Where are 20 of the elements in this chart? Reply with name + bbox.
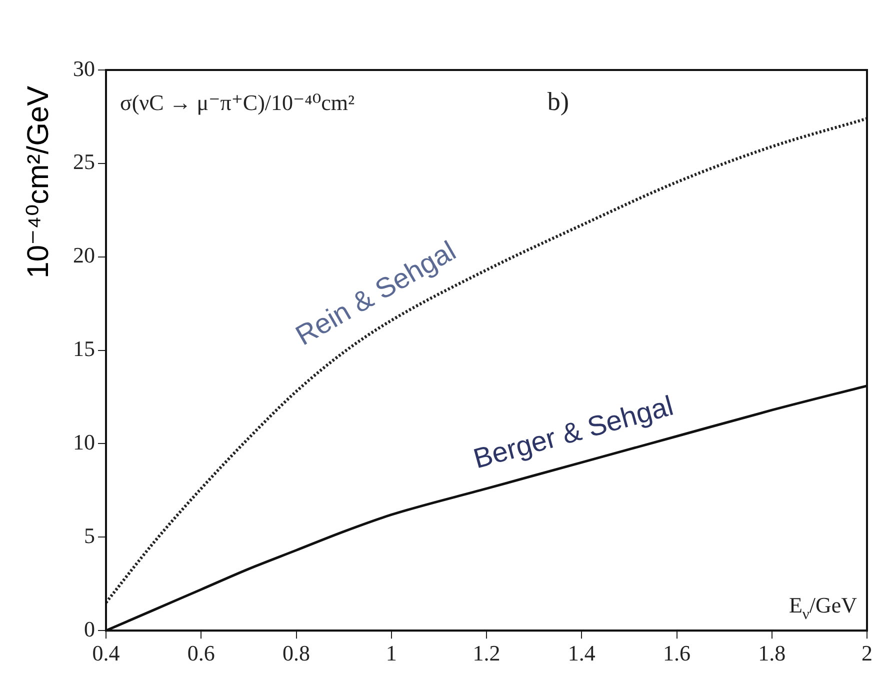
annotation: b): [547, 87, 570, 116]
x-tick-label: 1.6: [663, 640, 690, 666]
x-tick-label: 1.8: [758, 640, 786, 666]
annotation: σ(νC → μ⁻π⁺C)/10⁻⁴⁰cm²: [120, 90, 356, 115]
x-tick-label: 2: [862, 640, 872, 666]
x-tick-label: 0.4: [92, 640, 120, 666]
y-tick-label: 20: [73, 242, 95, 268]
text: Berger & Sehgal: [470, 390, 676, 474]
x-tick-label: 1.4: [568, 640, 596, 666]
y-tick-label: 30: [73, 56, 95, 81]
x-tick-label: 1.2: [472, 640, 500, 666]
x-tick-label: 1: [386, 640, 397, 666]
y-tick-label: 25: [73, 149, 95, 174]
y-tick-label: 15: [73, 336, 95, 362]
x-tick-label: 0.6: [187, 640, 215, 666]
y-tick-label: 0: [84, 616, 95, 642]
y-axis-title: 10⁻⁴⁰cm²/GeV: [22, 86, 55, 278]
x-tick-label: 0.8: [282, 640, 310, 666]
y-tick-label: 5: [84, 522, 95, 548]
y-tick-label: 10: [73, 430, 95, 455]
